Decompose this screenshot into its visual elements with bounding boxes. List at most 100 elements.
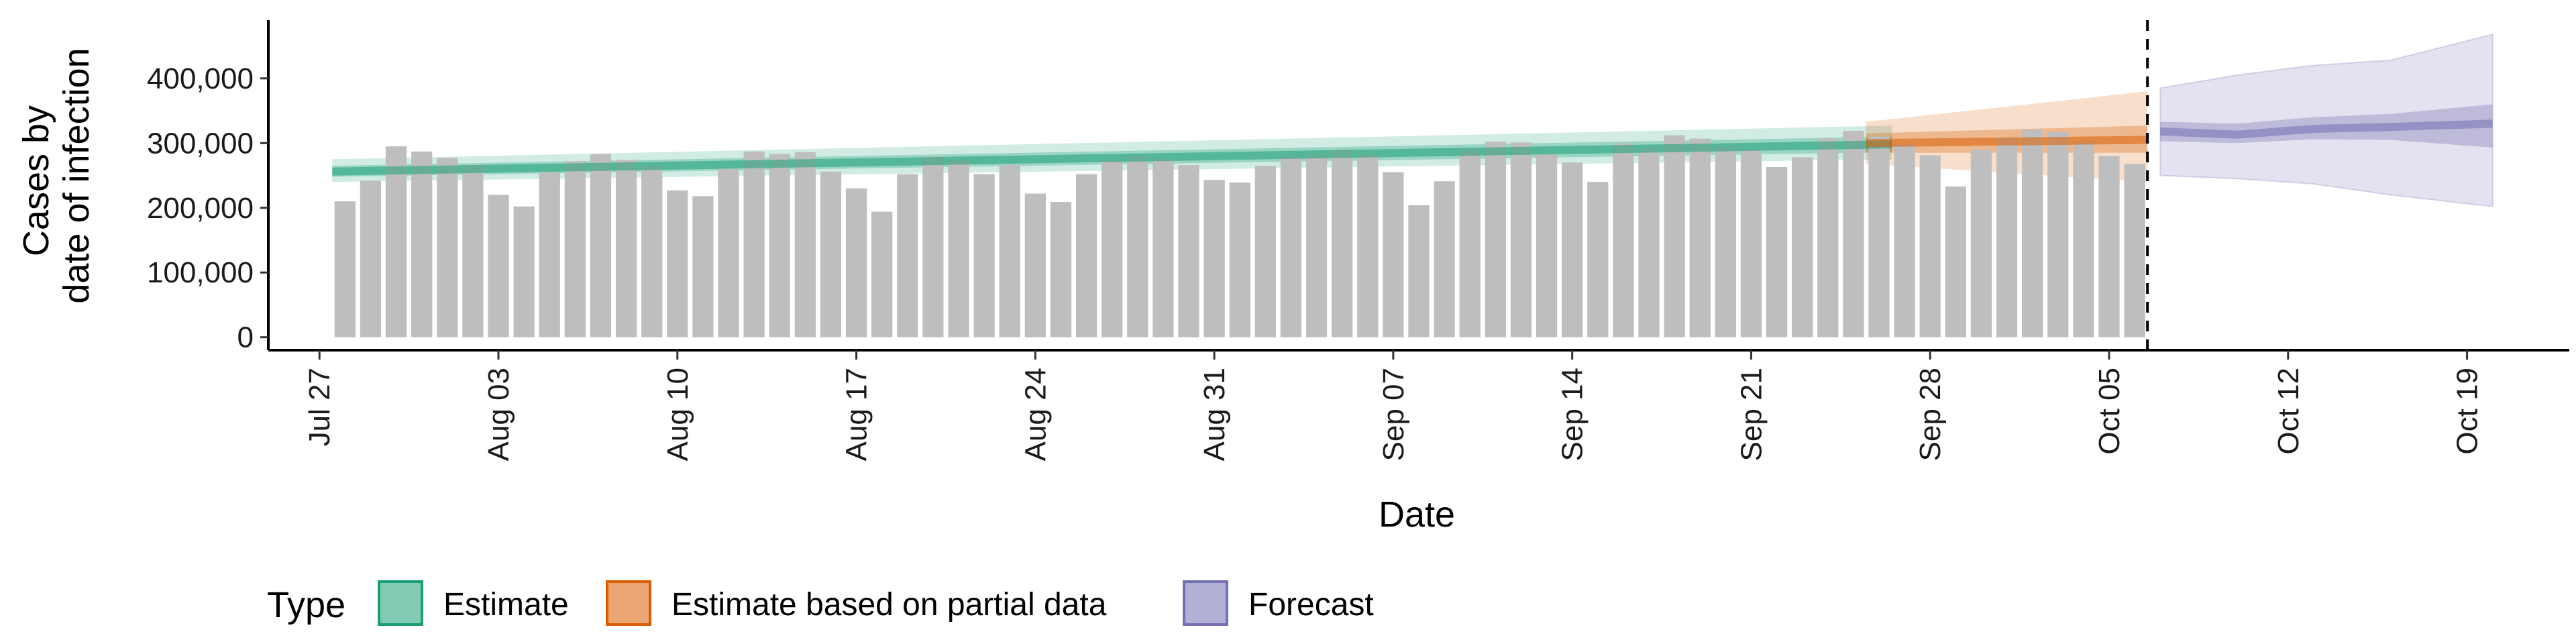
bar-64: [1970, 149, 1992, 337]
legend-label-2: Forecast: [1248, 587, 1374, 623]
bar-20: [845, 188, 867, 337]
bar-3: [411, 151, 433, 337]
bar-15: [718, 168, 739, 337]
x-tick-label: Aug 24: [1019, 368, 1052, 461]
y-tick-label: 400,000: [147, 62, 254, 95]
x-tick-label: Aug 17: [841, 368, 873, 461]
bar-0: [334, 201, 356, 337]
y-axis-title-line-2: date of infection: [56, 48, 97, 303]
bar-41: [1383, 172, 1404, 337]
x-tick-label: Aug 03: [482, 368, 515, 461]
bar-53: [1689, 138, 1711, 337]
legend: Type Estimate Estimate based on partial d…: [267, 580, 1374, 626]
forecast-outer-band: [2159, 33, 2493, 207]
bar-8: [539, 172, 560, 337]
bar-10: [590, 154, 612, 337]
bar-9: [564, 161, 586, 337]
y-ticks: 0 100,000 200,000 300,000 400,000: [147, 62, 268, 354]
bar-7: [513, 206, 535, 337]
bar-48: [1562, 162, 1583, 337]
x-ticks: Jul 27 Aug 03 Aug 10 Aug 17 Aug 24 Aug 31 Sep …: [303, 350, 2484, 461]
bar-22: [897, 174, 918, 337]
x-tick-label: Sep 07: [1377, 368, 1410, 461]
bar-65: [1996, 138, 2018, 337]
bar-6: [488, 195, 509, 337]
bar-32: [1152, 159, 1174, 337]
bar-16: [743, 151, 765, 337]
bar-62: [1919, 155, 1941, 337]
legend-key-0: [378, 580, 423, 626]
bar-46: [1510, 142, 1532, 337]
legend-key-1: [606, 580, 651, 626]
y-tick-label: 100,000: [147, 256, 254, 289]
bar-5: [462, 165, 484, 337]
y-axis-title: Cases by date of infection: [16, 48, 97, 303]
bar-36: [1254, 166, 1276, 337]
bar-33: [1178, 165, 1199, 337]
bar-35: [1229, 182, 1250, 337]
bar-26: [999, 165, 1020, 337]
bar-37: [1280, 156, 1302, 337]
bar-25: [973, 174, 995, 337]
bar-17: [769, 154, 790, 337]
x-tick-label: Oct 05: [2093, 368, 2126, 455]
x-tick-label: Oct 19: [2451, 368, 2484, 455]
y-axis-title-line-1: Cases by: [16, 105, 56, 256]
y-tick-label: 0: [237, 321, 254, 354]
bar-51: [1638, 148, 1660, 337]
bar-19: [820, 171, 842, 337]
forecast-median-line: [2159, 119, 2493, 139]
axes: [267, 20, 2569, 352]
legend-key-2: [1183, 580, 1228, 626]
legend-label-1: Estimate based on partial data: [672, 587, 1107, 623]
bar-43: [1434, 181, 1455, 337]
bar-61: [1894, 144, 1915, 337]
bar-67: [2047, 131, 2069, 337]
bar-52: [1664, 135, 1685, 337]
bar-69: [2098, 156, 2120, 337]
bar-50: [1613, 143, 1634, 337]
bar-42: [1408, 205, 1430, 337]
y-tick-label: 200,000: [147, 192, 254, 225]
x-tick-label: Oct 12: [2272, 368, 2305, 455]
bar-30: [1102, 160, 1123, 337]
bar-66: [2022, 129, 2043, 337]
bar-40: [1357, 154, 1379, 337]
bar-34: [1203, 180, 1225, 337]
legend-label-0: Estimate: [443, 587, 569, 623]
bar-49: [1587, 182, 1609, 337]
x-tick-label: Sep 28: [1914, 368, 1947, 461]
x-tick-label: Aug 31: [1198, 368, 1231, 461]
bar-57: [1792, 157, 1813, 337]
bar-63: [1945, 186, 1966, 337]
bar-24: [948, 160, 969, 337]
bar-4: [437, 158, 458, 337]
x-tick-label: Sep 14: [1556, 368, 1589, 461]
bar-59: [1843, 130, 1864, 337]
bars-layer: [334, 129, 2145, 337]
x-axis-title: Date: [1379, 494, 1455, 535]
bar-18: [794, 152, 816, 337]
bar-39: [1332, 149, 1353, 337]
bar-2: [385, 146, 407, 337]
bar-47: [1536, 154, 1558, 337]
legend-title: Type: [267, 585, 345, 625]
x-tick-label: Aug 10: [661, 368, 694, 461]
bar-1: [360, 180, 382, 337]
bar-11: [615, 160, 637, 337]
estimate-median-line: [332, 140, 1892, 176]
bar-60: [1868, 136, 1890, 337]
bar-44: [1459, 149, 1481, 337]
bar-54: [1715, 146, 1736, 337]
bar-14: [692, 196, 714, 337]
bar-28: [1050, 202, 1072, 337]
bar-68: [2073, 142, 2094, 337]
bar-23: [922, 156, 944, 337]
median-lines-layer: [332, 20, 2493, 350]
bar-27: [1024, 193, 1046, 337]
bar-12: [641, 166, 663, 337]
bar-21: [871, 211, 893, 337]
y-tick-label: 300,000: [147, 127, 254, 160]
bar-56: [1766, 166, 1788, 337]
